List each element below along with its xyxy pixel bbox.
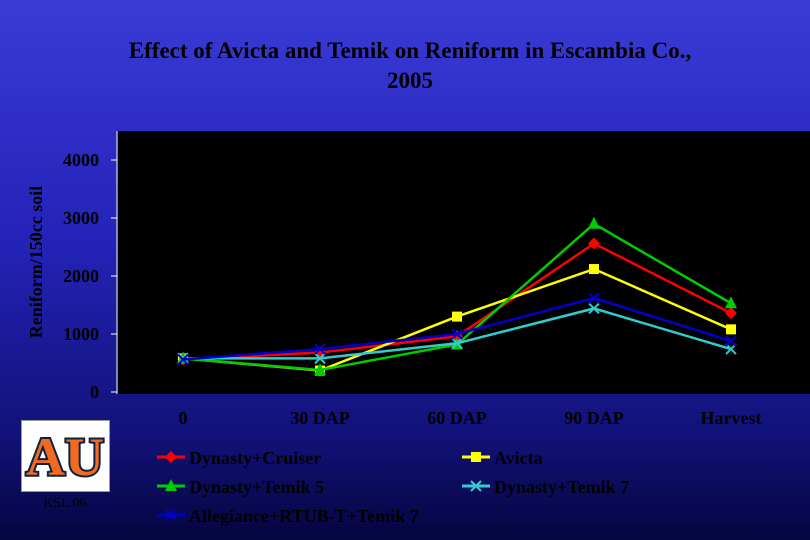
- legend-item: Allegiance+RTUB-T+Temik 7: [157, 506, 419, 526]
- svg-text:AU: AU: [26, 427, 104, 487]
- x-tick-labels: 0 30 DAP 60 DAP 90 DAP Harvest: [179, 408, 762, 428]
- y-axis-label: Reniform/150cc soil: [26, 186, 46, 338]
- data-point: [588, 302, 600, 315]
- y-tick-labels: 0 1000 2000 3000 4000: [63, 150, 99, 402]
- data-point: [726, 324, 736, 335]
- data-point: [588, 216, 600, 229]
- y-tick-label: 2000: [63, 266, 99, 286]
- data-point: [725, 335, 737, 347]
- legend-item: Dynasty+Cruiser: [157, 448, 321, 468]
- data-point: [588, 292, 600, 304]
- chart-title: Effect of Avicta and Temik on Reniform i…: [128, 38, 692, 93]
- data-point: [451, 337, 463, 349]
- legend-label: Dynasty+Temik 7: [494, 477, 629, 497]
- data-point: [452, 311, 462, 322]
- data-point: [589, 264, 599, 275]
- data-point: [451, 328, 463, 340]
- legend-item: Dynasty+Temik 7: [462, 477, 629, 497]
- y-tick-label: 4000: [63, 150, 99, 170]
- legend-label: Dynasty+Temik 5: [189, 477, 324, 497]
- legend-marker: [165, 451, 177, 463]
- auburn-logo: AU: [21, 420, 110, 492]
- y-tick-label: 0: [90, 382, 99, 402]
- series-lines: [177, 216, 737, 376]
- legend-item: Avicta: [462, 448, 543, 468]
- data-point: [725, 296, 737, 309]
- data-point: [177, 353, 189, 366]
- legend: Dynasty+Cruiser Avicta Dynasty+Temik 5 Dyna…: [157, 448, 629, 526]
- x-tick-label: 0: [179, 408, 188, 428]
- legend-label: Dynasty+Cruiser: [189, 448, 321, 468]
- legend-label: Avicta: [494, 448, 543, 468]
- series-allegiance-rtub-t-temik-7: [177, 292, 737, 366]
- y-axis: [111, 131, 118, 394]
- legend-item: Dynasty+Temik 5: [157, 477, 324, 497]
- legend-marker: [470, 480, 482, 492]
- footer-label: KSL 06: [43, 496, 87, 511]
- legend-marker: [471, 452, 481, 462]
- legend-marker: [165, 479, 177, 491]
- x-tick-label: 90 DAP: [564, 408, 624, 428]
- plot-area: [117, 131, 810, 394]
- data-point: [314, 343, 326, 355]
- x-tick-label: 30 DAP: [290, 408, 350, 428]
- legend-marker: [165, 509, 177, 521]
- y-tick-label: 3000: [63, 208, 99, 228]
- data-point: [314, 352, 326, 365]
- legend-label: Allegiance+RTUB-T+Temik 7: [189, 506, 419, 526]
- data-point: [725, 307, 737, 320]
- data-point: [725, 343, 737, 355]
- y-tick-label: 1000: [63, 324, 99, 344]
- data-point: [314, 362, 326, 375]
- data-point: [588, 237, 600, 250]
- x-tick-label: 60 DAP: [427, 408, 487, 428]
- x-tick-label: Harvest: [701, 408, 762, 428]
